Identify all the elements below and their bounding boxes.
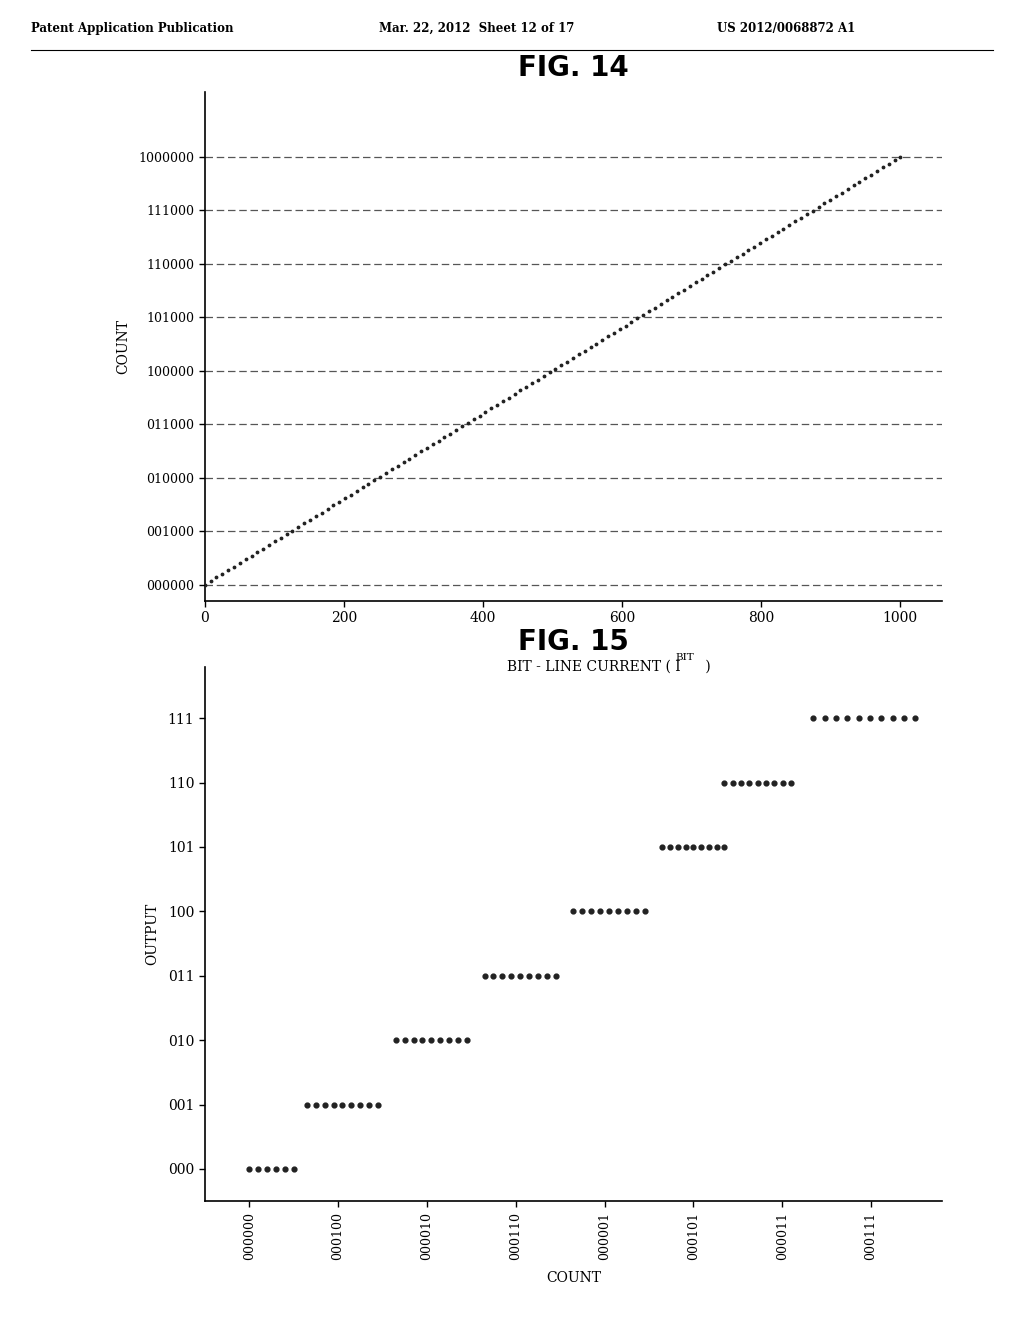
Point [459,1030,475,1051]
Point [654,837,671,858]
X-axis label: COUNT: COUNT [546,1271,601,1284]
Point [286,1159,302,1180]
Text: BIT: BIT [676,653,694,663]
Point [259,1159,275,1180]
Point [250,1159,266,1180]
Text: Mar. 22, 2012  Sheet 12 of 17: Mar. 22, 2012 Sheet 12 of 17 [379,21,574,34]
Point [316,1094,333,1115]
Point [503,965,519,986]
Point [326,1094,342,1115]
Point [360,1094,377,1115]
Point [750,772,766,793]
Point [609,900,626,921]
Point [592,900,608,921]
Text: US 2012/0068872 A1: US 2012/0068872 A1 [717,21,855,34]
Point [521,965,538,986]
Point [618,900,635,921]
Point [601,900,617,921]
Point [827,708,844,729]
Point [628,900,644,921]
Point [907,708,924,729]
Point [334,1094,350,1115]
Point [307,1094,324,1115]
Point [783,772,800,793]
Point [529,965,546,986]
Point [678,837,694,858]
Point [485,965,502,986]
Point [476,965,493,986]
Point [839,708,855,729]
Point [709,837,725,858]
Point [816,708,833,729]
Text: Patent Application Publication: Patent Application Publication [31,21,233,34]
Point [700,837,717,858]
Point [396,1030,413,1051]
Point [758,772,774,793]
Y-axis label: OUTPUT: OUTPUT [145,903,160,965]
Point [725,772,741,793]
Point [441,1030,458,1051]
Point [241,1159,257,1180]
Point [670,837,686,858]
Point [565,900,582,921]
Point [370,1094,386,1115]
Point [512,965,528,986]
Point [805,708,821,729]
Point [862,708,879,729]
Point [267,1159,284,1180]
Text: BIT - LINE CURRENT ( I: BIT - LINE CURRENT ( I [507,660,681,675]
Point [733,772,750,793]
Point [548,965,564,986]
Point [574,900,591,921]
Point [662,837,678,858]
Point [406,1030,422,1051]
Y-axis label: COUNT: COUNT [116,319,130,374]
Point [450,1030,466,1051]
Point [636,900,652,921]
Text: ): ) [701,660,712,675]
Point [716,837,732,858]
Point [873,708,890,729]
Point [299,1094,315,1115]
Point [896,708,912,729]
Point [495,965,511,986]
Point [693,837,710,858]
Point [276,1159,293,1180]
Point [716,772,732,793]
Point [432,1030,449,1051]
Point [766,772,782,793]
Point [885,708,901,729]
Point [741,772,758,793]
Point [583,900,599,921]
Point [851,708,867,729]
Point [343,1094,359,1115]
Point [352,1094,369,1115]
Point [415,1030,431,1051]
Point [774,772,791,793]
Point [685,837,701,858]
Title: FIG. 14: FIG. 14 [518,54,629,82]
Point [388,1030,404,1051]
Title: FIG. 15: FIG. 15 [518,628,629,656]
Point [423,1030,439,1051]
Point [539,965,555,986]
